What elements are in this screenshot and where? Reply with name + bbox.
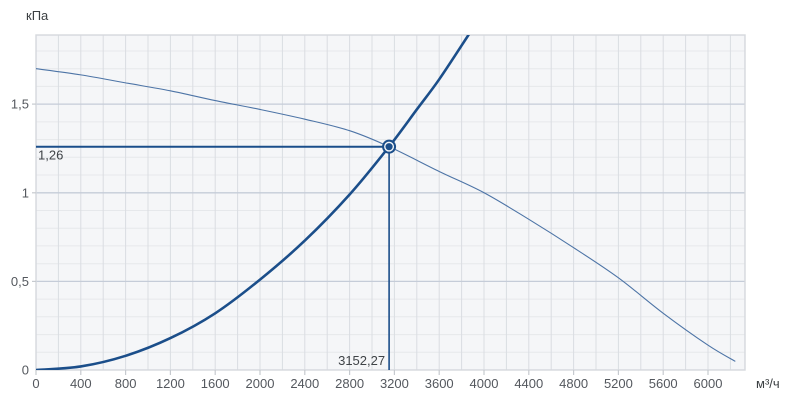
operating-point-y-label: 1,26	[38, 148, 63, 163]
x-tick-label: 3600	[425, 376, 454, 391]
x-tick-label: 400	[70, 376, 92, 391]
x-tick-label: 1600	[201, 376, 230, 391]
y-axis-unit-label: кПа	[26, 8, 49, 23]
x-tick-label: 2800	[335, 376, 364, 391]
x-tick-label: 4800	[559, 376, 588, 391]
marker-ring	[384, 141, 395, 152]
x-tick-label: 4000	[470, 376, 499, 391]
x-tick-label: 2000	[246, 376, 275, 391]
x-axis-ticks: 0 400 800 1200 1600 2000 2400 2800 3200 3600 4000 4…	[32, 370, 722, 391]
x-tick-label: 3200	[380, 376, 409, 391]
grid-major-horizontal	[36, 103, 745, 283]
plot-border	[35, 34, 746, 371]
x-tick-label: 2400	[290, 376, 319, 391]
grid-minor-vertical	[57, 35, 731, 370]
plot-background	[36, 35, 745, 370]
grid-minor-horizontal	[36, 50, 745, 353]
x-tick-label: 1200	[156, 376, 185, 391]
x-axis-unit-label: м³/ч	[756, 376, 780, 391]
x-tick-label: 5200	[604, 376, 633, 391]
x-tick-label: 5600	[649, 376, 678, 391]
x-tick-label: 4400	[514, 376, 543, 391]
x-tick-label: 800	[115, 376, 137, 391]
operating-point-marker[interactable]	[382, 139, 397, 154]
y-tick-label: 1	[22, 185, 29, 200]
y-tick-label: 0,5	[11, 274, 29, 289]
y-tick-label: 1,5	[11, 97, 29, 112]
y-axis-ticks: 0 0,5 1 1,5	[11, 97, 36, 378]
x-tick-label: 6000	[694, 376, 723, 391]
x-tick-label: 0	[32, 376, 39, 391]
system-curve	[36, 35, 470, 370]
operating-point-x-label: 3152,27	[338, 353, 385, 368]
y-tick-label: 0	[22, 363, 29, 378]
